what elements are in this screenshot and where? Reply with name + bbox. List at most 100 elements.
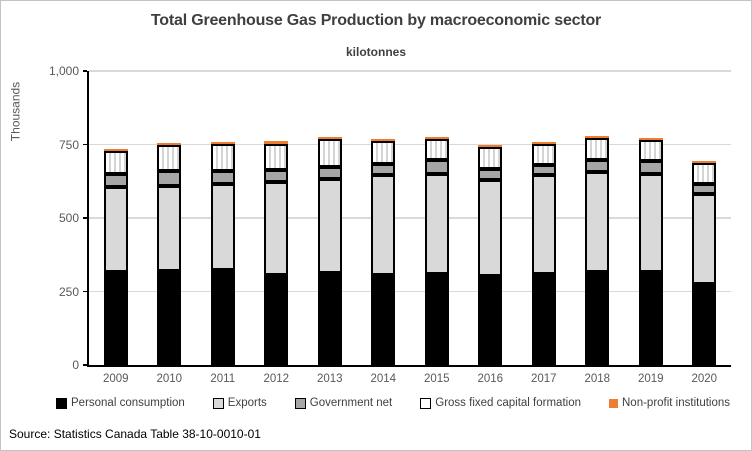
bar-segment-gross-fixed-capital-formation-2012 [264, 143, 289, 171]
bar-segment-government-net-2020 [692, 184, 717, 195]
bar-2014 [371, 139, 396, 365]
bar-segment-government-net-2011 [210, 170, 235, 185]
legend-item-personal-consumption: Personal consumption [56, 397, 185, 409]
gridline-250 [89, 290, 731, 293]
bar-segment-gross-fixed-capital-formation-2011 [210, 143, 235, 171]
x-axis-labels: 2009 2010 2011 2012 2013 2014 2015 2016 2017 2018… [89, 373, 731, 385]
gridline-1000 [89, 70, 731, 72]
bar-2010 [157, 142, 182, 365]
chart-subtitle: kilotonnes [345, 45, 406, 59]
bar-segment-government-net-2014 [371, 164, 396, 176]
bar-2018 [585, 136, 610, 365]
plot-area [83, 70, 731, 367]
bar-segment-personal-consumption-2013 [317, 272, 342, 365]
bar-segment-exports-2010 [157, 185, 182, 271]
bar-segment-non-profit-institutions-2020 [692, 161, 717, 164]
bar-segment-exports-2019 [638, 174, 663, 272]
bar-segment-government-net-2015 [424, 160, 449, 175]
legend-marker-government-net [294, 397, 306, 409]
y-axis-line [87, 71, 89, 367]
bar-2009 [103, 149, 128, 365]
bar-2020 [692, 161, 717, 365]
y-tick-label-750: 750 [58, 137, 79, 152]
bar-segment-exports-2013 [317, 179, 342, 273]
bar-segment-non-profit-institutions-2019 [638, 138, 663, 141]
bar-segment-non-profit-institutions-2011 [210, 141, 235, 144]
bar-segment-non-profit-institutions-2014 [371, 139, 396, 142]
x-label-2011: 2011 [210, 373, 236, 385]
bar-segment-personal-consumption-2011 [210, 269, 235, 365]
bar-slot-2019 [624, 71, 678, 365]
bar-segment-exports-2011 [210, 184, 235, 270]
legend-marker-gross-fixed-capital-formation [420, 397, 432, 409]
bar-segment-government-net-2017 [531, 164, 556, 176]
x-label-2010: 2010 [156, 373, 183, 385]
bar-segment-gross-fixed-capital-formation-2016 [478, 147, 503, 170]
bar-segment-non-profit-institutions-2012 [264, 141, 289, 144]
bar-2016 [478, 145, 503, 365]
bar-segment-non-profit-institutions-2010 [157, 142, 182, 145]
legend-label-government-net: Government net [309, 397, 393, 409]
y-tick-label-250: 250 [58, 284, 79, 299]
legend-item-non-profit-institutions: Non-profit institutions [609, 397, 730, 409]
y-axis-labels: 1,000 750 500 250 0 [31, 64, 79, 372]
bar-slot-2018 [571, 71, 625, 365]
x-label-2014: 2014 [370, 373, 397, 385]
y-tick-mark-750 [83, 143, 87, 146]
source-note: Source: Statistics Canada Table 38-10-00… [9, 427, 261, 441]
x-label-2015: 2015 [423, 373, 450, 385]
bar-2017 [531, 141, 556, 365]
bar-segment-personal-consumption-2020 [692, 284, 717, 365]
bar-2019 [638, 138, 663, 365]
bar-segment-exports-2016 [478, 180, 503, 276]
bar-segment-non-profit-institutions-2018 [585, 136, 610, 139]
bar-slot-2009 [89, 71, 143, 365]
bar-segment-government-net-2010 [157, 170, 182, 186]
bar-segment-gross-fixed-capital-formation-2009 [103, 151, 128, 175]
bar-segment-government-net-2016 [478, 169, 503, 181]
bar-segment-gross-fixed-capital-formation-2017 [531, 143, 556, 165]
chart-title: Total Greenhouse Gas Production by macro… [150, 12, 602, 29]
bar-segment-government-net-2013 [317, 167, 342, 180]
x-label-2020: 2020 [691, 373, 718, 385]
legend-item-gross-fixed-capital-formation: Gross fixed capital formation [420, 397, 581, 409]
bar-segment-personal-consumption-2012 [264, 274, 289, 365]
x-label-2009: 2009 [102, 373, 129, 385]
bar-segment-personal-consumption-2019 [638, 271, 663, 365]
legend-label-non-profit-institutions: Non-profit institutions [622, 397, 731, 409]
bar-segment-exports-2020 [692, 194, 717, 285]
bar-segment-non-profit-institutions-2009 [103, 149, 128, 152]
legend-marker-exports [212, 397, 224, 409]
bar-segment-exports-2015 [424, 174, 449, 274]
bar-segment-government-net-2018 [585, 160, 610, 173]
legend-label-personal-consumption: Personal consumption [71, 397, 185, 409]
bar-segment-gross-fixed-capital-formation-2018 [585, 138, 610, 161]
bar-2015 [424, 136, 449, 365]
y-tick-mark-1000 [83, 70, 87, 72]
x-label-2013: 2013 [316, 373, 343, 385]
bar-segment-exports-2017 [531, 175, 556, 274]
bar-segment-government-net-2009 [103, 174, 128, 188]
bar-segment-gross-fixed-capital-formation-2015 [424, 138, 449, 161]
bar-segment-exports-2009 [103, 187, 128, 272]
y-tick-mark-250 [83, 290, 87, 293]
bar-segment-personal-consumption-2016 [478, 275, 503, 365]
bar-2011 [210, 141, 235, 365]
bar-slot-2011 [196, 71, 250, 365]
legend-marker-personal-consumption [56, 397, 67, 409]
bar-slot-2013 [303, 71, 357, 365]
x-label-2016: 2016 [477, 373, 504, 385]
bar-segment-non-profit-institutions-2015 [424, 136, 449, 139]
x-label-2019: 2019 [637, 373, 664, 385]
bar-segment-personal-consumption-2018 [585, 271, 610, 365]
bar-slot-2012 [250, 71, 304, 365]
legend-item-exports: Exports [212, 397, 267, 409]
x-label-2017: 2017 [530, 373, 557, 385]
bar-segment-non-profit-institutions-2017 [531, 141, 556, 144]
bar-segment-gross-fixed-capital-formation-2014 [371, 141, 396, 165]
bar-segment-non-profit-institutions-2016 [478, 145, 503, 148]
bar-segment-government-net-2019 [638, 161, 663, 175]
bar-segment-non-profit-institutions-2013 [317, 137, 342, 140]
y-tick-label-500: 500 [58, 211, 79, 225]
